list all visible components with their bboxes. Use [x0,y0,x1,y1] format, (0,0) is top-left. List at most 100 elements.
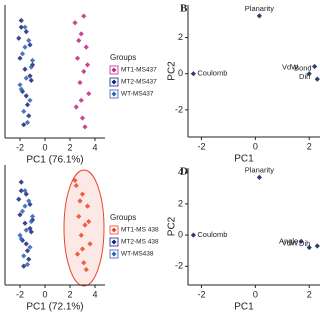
point [79,191,86,197]
point [22,203,28,209]
point [22,44,28,50]
point [28,218,34,225]
point [79,246,86,252]
point [22,66,28,72]
point [24,261,31,268]
point [81,68,87,75]
point [72,177,78,184]
point-label: Planarity [245,165,274,174]
legend-label: WT-MS437 [121,91,154,98]
point [27,42,33,48]
x-tick-label: 4 [92,142,97,152]
point-label: VdW [282,63,299,72]
point [21,122,27,128]
point [72,20,78,26]
legend-marker [111,239,117,245]
point [29,213,36,220]
point [26,113,32,119]
point-label: Bond [294,63,312,72]
panel-label: D [180,166,188,178]
x-tick-label: 2 [67,289,72,299]
point [23,29,29,35]
point [27,244,33,250]
point [27,73,33,79]
point [74,251,81,257]
point [256,174,262,180]
x-tick-label: 2 [307,289,312,299]
point [18,179,24,185]
x-tick-label: -2 [197,141,205,151]
point [190,71,196,77]
legend-label: MT2-MS437 [121,79,157,86]
point [19,51,26,57]
point [190,232,196,238]
point [18,86,24,92]
legend-label: MT2-MS 438 [121,239,159,246]
legend-marker [111,251,117,257]
y-tick-label: 2 [178,32,183,42]
point [26,256,32,262]
y-tick-label: -2 [175,261,183,271]
point [26,198,32,204]
x-tick-label: -2 [197,289,205,299]
x-tick-label: 0 [42,142,47,152]
point [19,208,26,214]
y-tick-label: 4 [178,167,183,177]
point [77,198,83,204]
point [82,124,88,130]
legend-label: WT-MS438 [121,251,154,258]
point [84,62,91,68]
x-tick-label: -2 [16,142,24,152]
point-label: VdW [282,238,299,247]
legend-marker [111,91,117,97]
point [16,35,22,41]
point [18,17,24,24]
point [78,232,84,238]
point [83,44,89,50]
point [77,79,83,86]
x-tick-label: 0 [253,289,258,299]
point [73,182,79,189]
point [24,102,31,108]
point [79,115,86,121]
y-tick-label: 0 [178,68,183,78]
point [28,64,34,70]
point [314,76,320,82]
legend-marker [111,227,117,233]
point [21,108,27,114]
x-tick-label: -2 [16,289,24,299]
point [86,91,92,97]
point [256,13,262,19]
point [312,63,318,70]
point [18,188,24,194]
point [16,196,22,202]
point-label: Coulomb [197,69,227,78]
legend-title: Groups [110,213,136,222]
point [81,260,87,266]
point [29,57,36,64]
point [17,232,23,238]
point [306,71,312,77]
y-tick-label: 2 [178,198,183,208]
y-tick-label: 0 [178,229,183,239]
point [26,37,32,44]
point [28,77,34,83]
point [27,97,33,103]
x-axis-title: PC1 (72.1%) [26,302,83,313]
point [22,220,28,226]
y-axis-title: PC2 [167,61,178,81]
point [27,225,33,232]
point [87,241,93,247]
x-axis-title: PC1 [234,302,254,313]
point [17,55,23,61]
point [21,263,27,269]
point [22,188,28,194]
point [28,229,34,235]
point [17,212,23,218]
x-tick-label: 0 [253,141,258,151]
point [314,243,320,249]
point [76,213,82,220]
point [74,55,81,61]
point [306,244,312,251]
